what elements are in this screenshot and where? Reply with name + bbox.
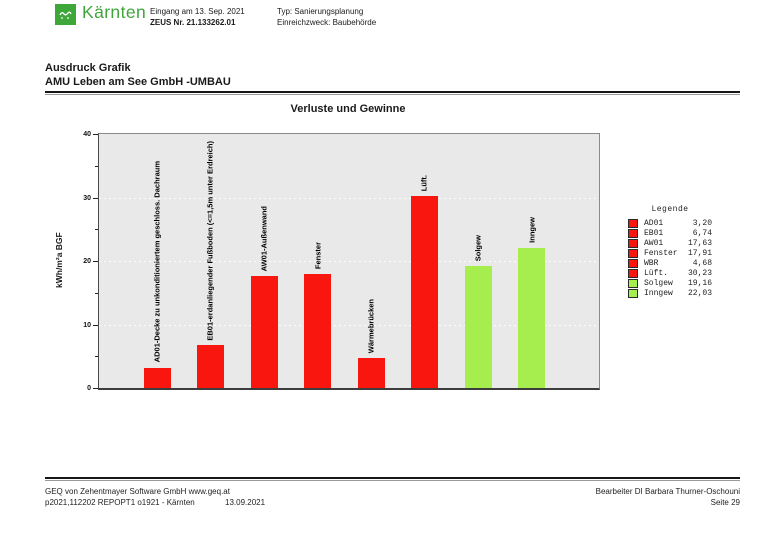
- legend-title: Legende: [651, 205, 689, 214]
- brand-wordmark: Kärnten: [82, 2, 147, 22]
- legend-value: 17,91: [687, 248, 712, 258]
- legend-swatch: [628, 228, 638, 238]
- legend-value: 4,68: [692, 258, 712, 268]
- received-date: Eingang am 13. Sep. 2021: [150, 7, 245, 16]
- legend-swatch: [628, 268, 638, 278]
- header-received-block: Eingang am 13. Sep. 2021 ZEUS Nr. 21.133…: [150, 6, 245, 28]
- bar-label: AD01-Decke zu unkonditioniertem geschlos…: [152, 161, 162, 363]
- y-axis-title: kWh/m²a BGF: [54, 232, 64, 288]
- bar: AD01-Decke zu unkonditioniertem geschlos…: [143, 161, 171, 388]
- y-axis-major-tick: [93, 134, 98, 135]
- bar: Inngew: [518, 217, 545, 388]
- legend-label: AW01: [644, 238, 664, 248]
- y-axis-tick-label: 20: [83, 258, 91, 265]
- legend-label: Inngew: [644, 288, 673, 298]
- y-axis-major-tick: [93, 324, 98, 326]
- legend-entry: AW01 17,63: [628, 238, 712, 248]
- y-axis-minor-tick: [95, 292, 98, 294]
- footer-software: GEQ von Zehentmayer Software GmbH www.ge…: [45, 487, 230, 496]
- chart-legend: Legende AD01 3,20 EB01 6,74 AW01 17,63 Fenster…: [628, 205, 712, 298]
- chart-title: Verluste und Gewinne: [290, 103, 406, 115]
- legend-swatch: [628, 278, 638, 288]
- y-axis-major-tick: [93, 261, 98, 262]
- gridline: [99, 261, 599, 262]
- gridline: [99, 324, 599, 326]
- y-axis-tick-label: 10: [83, 321, 91, 329]
- y-axis-minor-tick: [95, 356, 98, 358]
- bar-label: EB01-erdanliegender Fußboden (<=1,5m unt…: [205, 140, 215, 341]
- legend-entry: AD01 3,20: [628, 218, 712, 228]
- y-axis-tick-label: 40: [83, 131, 91, 138]
- bar: EB01-erdanliegender Fußboden (<=1,5m unt…: [196, 141, 224, 388]
- legend-entry: Fenster 17,91: [628, 248, 712, 258]
- legend-value: 22,03: [687, 288, 712, 298]
- legend-value: 6,74: [692, 228, 712, 238]
- type-line: Typ: Sanierungsplanung: [277, 7, 364, 16]
- legend-label: Lüft.: [644, 268, 669, 278]
- legend-label: WBR: [644, 258, 659, 268]
- zeus-number: ZEUS Nr. 21.133262.01: [150, 18, 236, 27]
- footer-project-id: p2021,112202 REPOPT1 o1921 - Kärnten: [45, 498, 195, 507]
- footer-editor: Bearbeiter DI Barbara Thurner-Oschouni: [595, 487, 740, 496]
- footer-divider: [45, 477, 740, 481]
- bar-label: Fenster: [313, 242, 322, 270]
- legend-value: 3,20: [692, 218, 712, 228]
- legend-rows: AD01 3,20 EB01 6,74 AW01 17,63 Fenster 17,91 WBR…: [628, 218, 712, 298]
- legend-label: Solgew: [644, 278, 673, 288]
- legend-entry: WBR 4,68: [628, 258, 712, 268]
- legend-entry: Lüft. 30,23: [628, 268, 712, 278]
- y-axis-minor-tick: [95, 165, 98, 167]
- bar-label: Wärmebrücken: [366, 299, 376, 354]
- legend-label: EB01: [644, 228, 664, 238]
- legend-value: 19,16: [687, 278, 712, 288]
- kaernten-coat-of-arms-icon: [59, 11, 72, 19]
- bar: Fenster: [304, 242, 331, 388]
- y-axis-major-tick: [93, 197, 98, 199]
- footer-page-number: Seite 29: [710, 498, 740, 507]
- legend-entry: Solgew 19,16: [628, 278, 712, 288]
- legend-swatch: [628, 218, 638, 228]
- bar-label: AW01-Außenwand: [259, 205, 269, 272]
- y-axis-tick-label: 0: [87, 385, 91, 392]
- kaernten-logo: [55, 4, 76, 25]
- bar: Wärmebrücken: [357, 299, 385, 388]
- bar: Solgew: [464, 235, 492, 388]
- submission-purpose: Einreichzweck: Baubehörde: [277, 18, 377, 27]
- y-axis-minor-tick: [95, 229, 98, 231]
- y-axis-tick-label: 30: [83, 194, 91, 202]
- legend-label: AD01: [644, 218, 664, 228]
- header-divider: [45, 91, 740, 95]
- legend-swatch: [628, 258, 638, 268]
- bar: Lüft.: [410, 175, 438, 388]
- legend-label: Fenster: [644, 248, 678, 258]
- header-purpose-block: Typ: Sanierungsplanung Einreichzweck: Ba…: [277, 6, 376, 28]
- report-section-title: Ausdruck Grafik: [45, 62, 131, 74]
- legend-swatch: [628, 288, 638, 298]
- plot-area: 0 10 20 30 40 AD01-Decke zu unkonditioniertem…: [83, 131, 600, 392]
- bar-label: Solgew: [473, 235, 483, 262]
- gridline: [99, 197, 599, 199]
- bar-label: Lüft.: [419, 174, 429, 192]
- bar: AW01-Außenwand: [250, 206, 278, 388]
- y-axis-major-tick: [93, 388, 98, 389]
- legend-value: 30,23: [687, 268, 712, 278]
- legend-value: 17,63: [687, 238, 712, 248]
- footer-date: 13.09.2021: [225, 498, 266, 507]
- legend-swatch: [628, 238, 638, 248]
- project-title: AMU Leben am See GmbH -UMBAU: [45, 76, 231, 88]
- bar-label: Inngew: [527, 217, 536, 244]
- legend-entry: Inngew 22,03: [628, 288, 712, 298]
- legend-swatch: [628, 248, 638, 258]
- legend-entry: EB01 6,74: [628, 228, 712, 238]
